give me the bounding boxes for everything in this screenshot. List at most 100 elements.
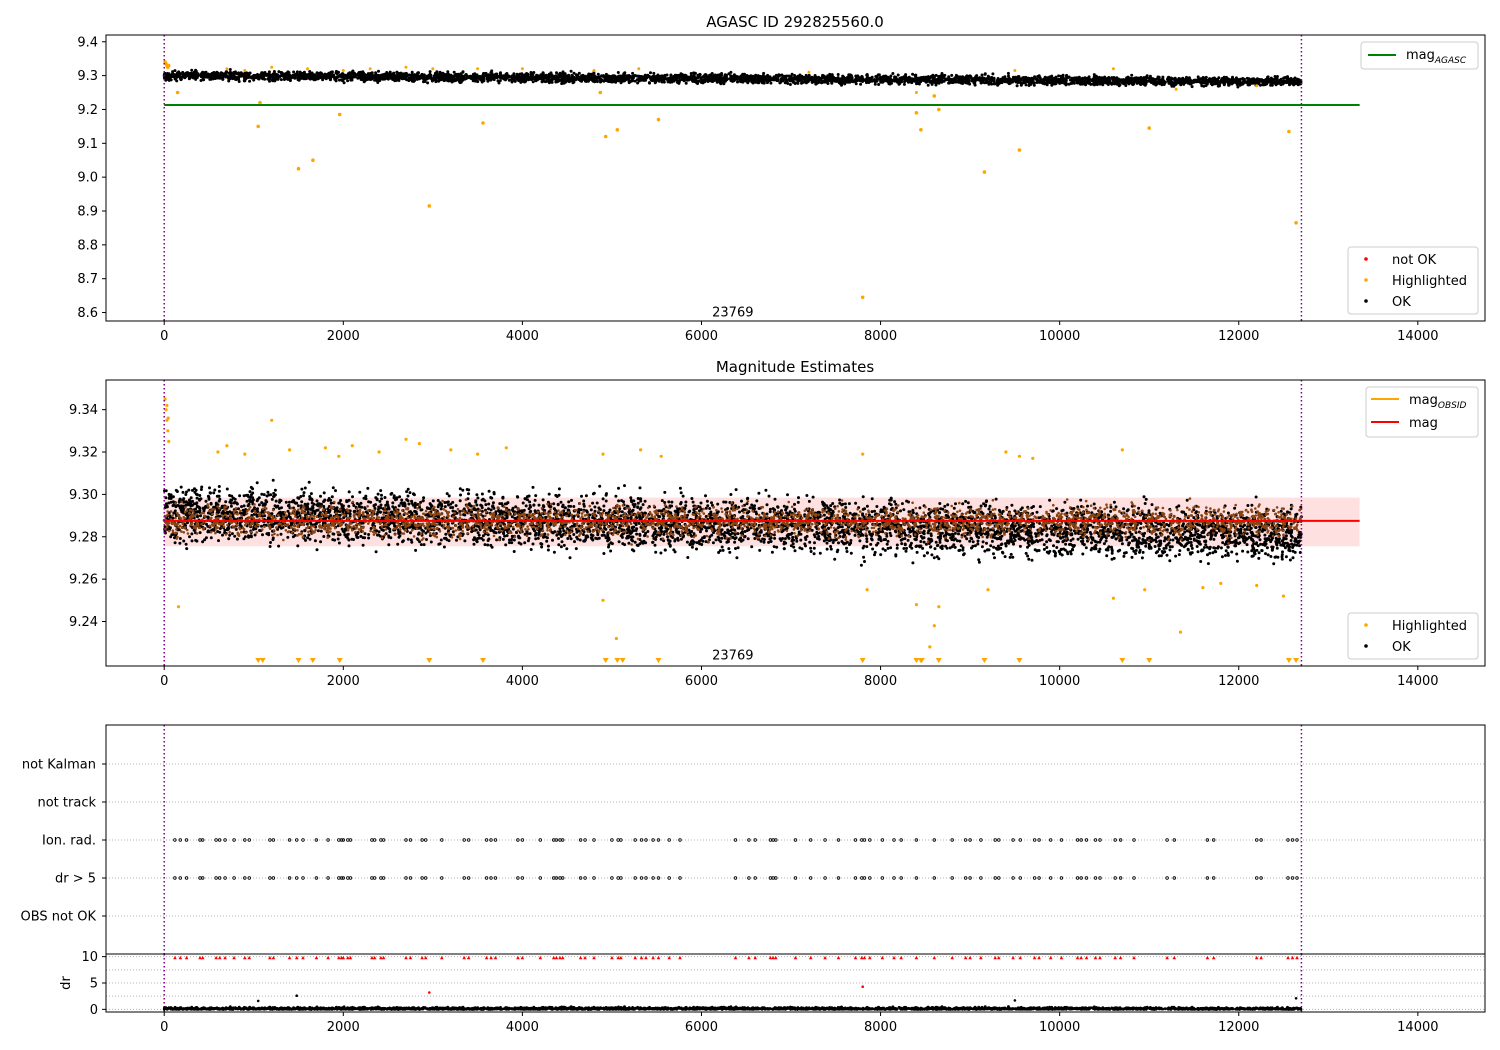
data-point-highlighted <box>860 295 865 300</box>
data-point-ok <box>576 76 580 80</box>
data-point-ok <box>766 76 770 80</box>
data-point-ok <box>989 77 993 81</box>
data-point-ok <box>984 77 988 81</box>
data-point-ok <box>1236 85 1240 89</box>
data-point-ok <box>906 80 910 84</box>
data-point-ok <box>489 78 493 82</box>
data-point-ok <box>1054 78 1058 82</box>
data-point-ok <box>1131 80 1135 84</box>
panel-agasc-legend-bottom: not OK Highlighted OK <box>1347 246 1479 315</box>
data-point-ok <box>569 69 573 73</box>
data-point-ok <box>603 79 607 83</box>
data-point-ok <box>783 537 787 541</box>
data-point-ok <box>1235 83 1239 87</box>
data-point-ok <box>1063 500 1067 504</box>
data-point-ok <box>1213 77 1217 81</box>
data-point-ok <box>272 70 276 73</box>
data-point-ok <box>751 79 754 83</box>
data-point-ok <box>595 80 599 84</box>
data-point-ok <box>408 77 412 80</box>
data-point-ok <box>839 82 842 86</box>
data-point-ok <box>325 74 329 78</box>
data-point-ok <box>892 79 896 83</box>
data-point-ok <box>677 73 681 77</box>
data-point-ok <box>1127 80 1131 84</box>
data-point-ok <box>1204 78 1208 82</box>
data-point-ok <box>1050 83 1054 87</box>
data-point-ok <box>627 79 631 82</box>
data-point-ok <box>1250 78 1254 82</box>
data-point-ok <box>1163 81 1167 85</box>
data-point-ok <box>628 74 632 78</box>
data-point-ok <box>916 80 920 84</box>
data-point-ok <box>200 71 204 75</box>
data-point-ok <box>515 72 519 76</box>
data-point-ok <box>1024 80 1028 83</box>
data-point-ok <box>862 78 866 82</box>
data-point-ok <box>1170 84 1174 88</box>
data-point-ok <box>449 73 453 77</box>
data-point-ok <box>1206 80 1210 84</box>
data-point-ok <box>956 75 959 78</box>
data-point-ok <box>1026 76 1030 80</box>
data-point-ok <box>1233 506 1237 510</box>
data-point-ok <box>820 81 824 85</box>
data-point-ok <box>224 70 228 74</box>
data-point-ok <box>252 78 256 82</box>
data-point-ok <box>1269 78 1273 82</box>
y-tick-label: 9.4 <box>77 35 98 50</box>
data-point-ok <box>238 494 242 498</box>
data-point-ok <box>1120 542 1124 546</box>
data-point-ok <box>821 75 825 79</box>
data-point-ok <box>937 81 941 85</box>
data-point-ok <box>980 73 984 77</box>
data-point-highlighted <box>914 91 918 94</box>
data-point-highlighted <box>427 204 432 208</box>
data-point-ok <box>566 79 570 82</box>
data-point-ok <box>534 78 538 82</box>
data-point-ok <box>1101 83 1105 87</box>
data-point-ok <box>888 80 892 84</box>
data-point-ok <box>171 516 175 520</box>
data-point-ok <box>431 499 435 503</box>
data-point-ok <box>637 79 641 83</box>
data-point-ok <box>702 78 706 82</box>
data-point-ok <box>1120 79 1124 83</box>
data-point-ok <box>548 79 552 83</box>
data-point-ok <box>684 76 688 80</box>
panel-magnitude: Magnitude Estimates 0 2000 4000 6000 8000 100… <box>69 358 1486 689</box>
data-point-ok <box>209 536 213 540</box>
data-point-ok <box>1081 81 1085 85</box>
data-point-ok <box>691 75 695 79</box>
data-point-ok <box>410 79 414 83</box>
data-point-ok <box>928 80 932 84</box>
data-point-ok <box>1040 78 1044 82</box>
data-point-ok <box>991 72 995 76</box>
data-point-ok <box>572 78 576 82</box>
data-point-ok <box>559 500 563 504</box>
data-point-ok <box>850 78 854 82</box>
data-point-ok <box>473 73 477 77</box>
data-point-ok <box>813 74 817 77</box>
data-point-highlighted <box>1017 148 1022 152</box>
data-point-ok <box>873 78 877 82</box>
data-point-ok <box>339 74 343 78</box>
data-point-ok <box>279 78 283 82</box>
data-point-ok <box>182 74 186 78</box>
data-point-ok <box>295 72 299 76</box>
data-point-ok <box>625 74 629 78</box>
data-point-ok <box>594 75 598 79</box>
data-point-ok <box>877 83 881 86</box>
data-point-ok <box>227 79 231 83</box>
data-point-ok <box>773 497 777 501</box>
data-point-ok <box>366 73 370 77</box>
data-point-ok <box>555 71 558 75</box>
data-point-ok <box>662 76 665 80</box>
data-point-ok <box>785 74 789 78</box>
data-point-ok <box>633 79 637 83</box>
data-point-ok <box>1287 80 1291 84</box>
data-point-ok <box>330 495 334 499</box>
data-point-highlighted <box>166 63 171 68</box>
data-point-ok <box>828 72 832 76</box>
data-point-ok <box>1270 83 1274 87</box>
